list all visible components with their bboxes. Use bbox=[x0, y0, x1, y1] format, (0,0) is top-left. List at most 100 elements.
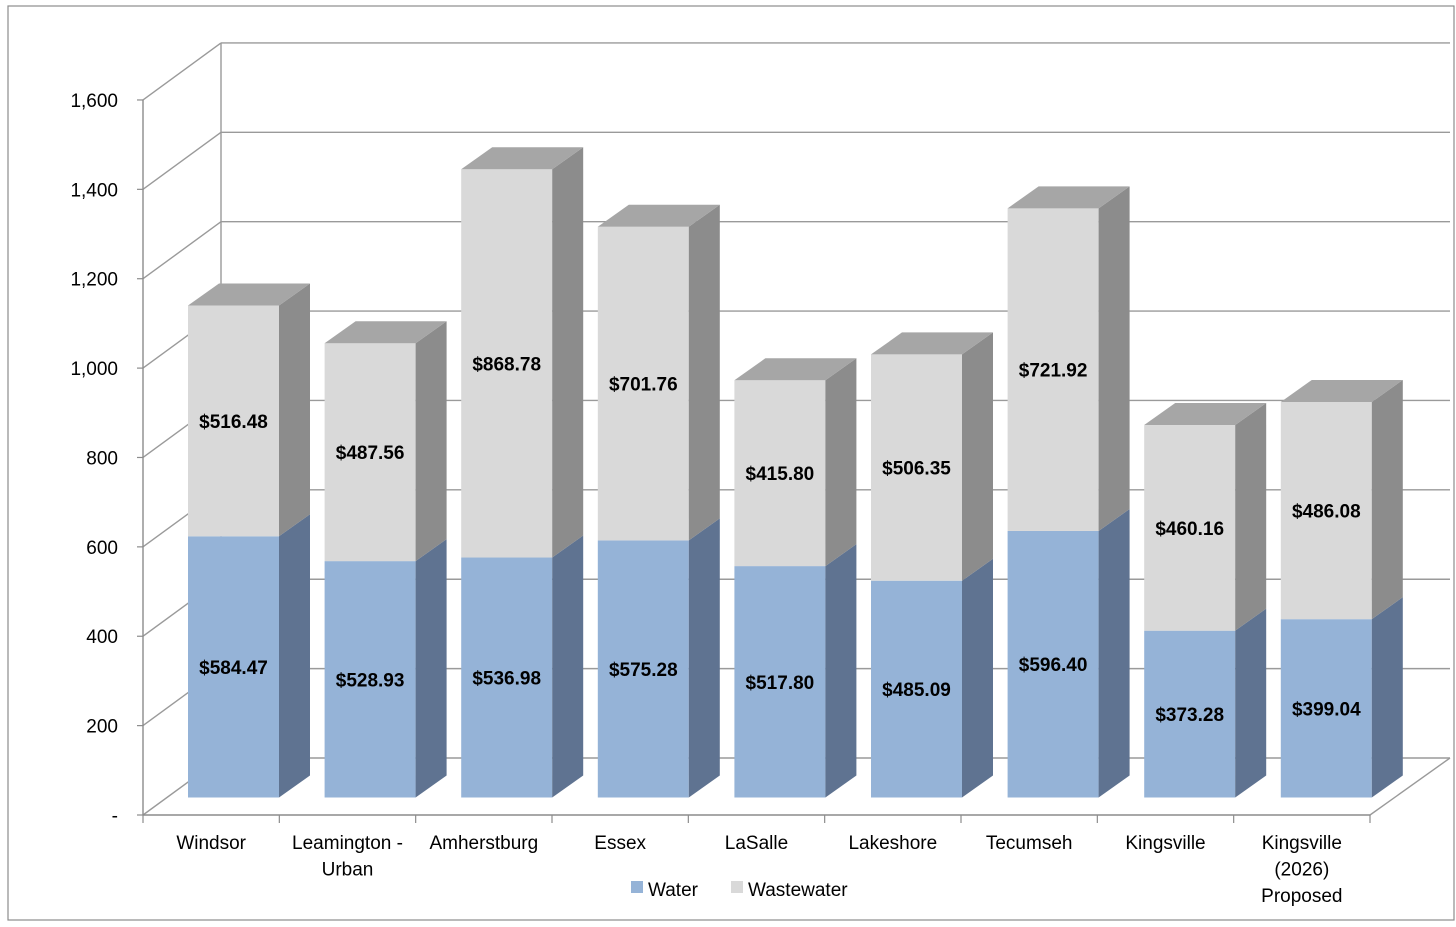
data-label-wastewater: $701.76 bbox=[609, 375, 678, 396]
bar-wastewater-side bbox=[825, 358, 857, 567]
bar-water bbox=[324, 561, 416, 798]
bar-stack: $536.98 $868.78 bbox=[461, 147, 584, 798]
data-label-wastewater: $460.16 bbox=[1155, 519, 1224, 540]
y-tick-label: 600 bbox=[86, 538, 118, 559]
bar-wastewater-side bbox=[1371, 379, 1403, 620]
bars-layer: $584.47 $516.48 $528.93 $487.56 $536.98 $868.… bbox=[188, 147, 1403, 798]
data-label-water: $517.80 bbox=[746, 673, 815, 694]
legend-swatch-wastewater bbox=[731, 881, 743, 893]
data-label-water: $575.28 bbox=[609, 660, 678, 681]
bar-water bbox=[461, 557, 553, 798]
side-wall-gridline bbox=[142, 131, 222, 190]
bar-top bbox=[461, 147, 584, 170]
data-label-water: $399.04 bbox=[1292, 699, 1361, 720]
bar-water-side bbox=[688, 518, 720, 798]
bar-water-side bbox=[1371, 597, 1403, 798]
x-tick-label: Lakeshore bbox=[848, 833, 937, 854]
bar-stack: $485.09 $506.35 bbox=[871, 332, 993, 798]
bar-wastewater-side bbox=[688, 204, 720, 541]
bar-top bbox=[597, 204, 720, 227]
x-tick-label-line: Windsor bbox=[176, 833, 246, 854]
x-tick-label: Tecumseh bbox=[986, 833, 1073, 854]
bar-stack: $517.80 $415.80 bbox=[734, 358, 857, 798]
data-label-water: $485.09 bbox=[882, 680, 951, 701]
y-tick-label: - bbox=[112, 806, 118, 827]
bar-water-side bbox=[552, 535, 584, 798]
x-tick-label-line: LaSalle bbox=[725, 833, 788, 854]
bar-water-side bbox=[825, 544, 857, 798]
bar-wastewater-side bbox=[1235, 403, 1267, 631]
data-label-water: $596.40 bbox=[1019, 655, 1088, 676]
bar-wastewater bbox=[461, 169, 553, 558]
x-tick-label: Leamington - Urban bbox=[292, 833, 403, 881]
bar-wastewater bbox=[188, 305, 279, 537]
bar-top bbox=[1280, 379, 1403, 402]
bar-water bbox=[188, 536, 279, 798]
bar-wastewater bbox=[1280, 401, 1372, 620]
data-label-water: $373.28 bbox=[1155, 705, 1224, 726]
x-tick-label-line: Urban bbox=[322, 860, 374, 881]
bar-water-side bbox=[1235, 608, 1267, 798]
data-label-wastewater: $486.08 bbox=[1292, 502, 1361, 523]
legend-label-water: Water bbox=[648, 880, 699, 901]
bar-wastewater-side bbox=[279, 283, 310, 537]
bar-wastewater bbox=[1144, 425, 1236, 631]
x-tick-label: Kingsville bbox=[1125, 833, 1205, 854]
x-tick-label: Kingsville (2026) Proposed bbox=[1261, 833, 1342, 907]
bar-stack: $399.04 $486.08 bbox=[1280, 379, 1403, 798]
data-label-water: $536.98 bbox=[472, 669, 541, 690]
bar-stack: $584.47 $516.48 bbox=[188, 283, 310, 798]
data-label-wastewater: $516.48 bbox=[199, 412, 268, 433]
bar-wastewater bbox=[871, 354, 962, 581]
bar-stack: $575.28 $701.76 bbox=[597, 204, 720, 798]
data-label-water: $528.93 bbox=[336, 670, 405, 691]
data-label-wastewater: $506.35 bbox=[882, 459, 951, 480]
x-tick-label-line: Amherstburg bbox=[429, 833, 538, 854]
bar-water bbox=[597, 540, 689, 798]
x-tick-label-line: Leamington - bbox=[292, 833, 403, 854]
legend-swatch-water bbox=[631, 881, 643, 893]
bar-water-side bbox=[962, 558, 993, 798]
legend-label-wastewater: Wastewater bbox=[748, 880, 848, 901]
y-tick-label: 1,000 bbox=[70, 359, 118, 380]
chart-border bbox=[7, 5, 1455, 921]
data-label-wastewater: $487.56 bbox=[336, 443, 405, 464]
bar-water bbox=[871, 580, 962, 798]
bar-water-side bbox=[415, 539, 447, 798]
axis-layer: - 200 400 600 800 1,000 1,200 1,400 1,600 Windsor… bbox=[70, 91, 1371, 907]
bar-top bbox=[734, 358, 857, 381]
bar-wastewater-side bbox=[1098, 186, 1130, 531]
data-label-water: $584.47 bbox=[199, 658, 268, 679]
bar-wastewater-side bbox=[552, 147, 584, 558]
bar-water bbox=[1007, 530, 1099, 798]
floor-right-edge bbox=[1369, 757, 1451, 816]
bar-wastewater-side bbox=[962, 332, 993, 581]
bar-top bbox=[324, 321, 447, 344]
bar-water-side bbox=[279, 514, 310, 798]
x-tick-label: Amherstburg bbox=[429, 833, 538, 854]
x-tick-label-line: Essex bbox=[594, 833, 646, 854]
bar-wastewater bbox=[597, 226, 689, 541]
side-wall-gridline bbox=[142, 42, 222, 101]
bar-top bbox=[1144, 403, 1267, 426]
bar-stack: $596.40 $721.92 bbox=[1007, 186, 1130, 798]
bar-wastewater-side bbox=[415, 321, 447, 562]
data-label-wastewater: $721.92 bbox=[1019, 361, 1088, 382]
x-tick-label: LaSalle bbox=[725, 833, 788, 854]
data-label-wastewater: $415.80 bbox=[746, 464, 815, 485]
bar-top bbox=[188, 283, 310, 306]
y-tick-label: 800 bbox=[86, 448, 118, 469]
x-tick-label-line: Kingsville bbox=[1125, 833, 1205, 854]
x-tick-label-line: (2026) bbox=[1274, 860, 1329, 881]
y-tick-label: 1,600 bbox=[70, 91, 118, 112]
y-tick-label: 200 bbox=[86, 717, 118, 738]
bar-top bbox=[871, 332, 993, 355]
x-tick-label: Essex bbox=[594, 833, 646, 854]
bar-water bbox=[1280, 619, 1372, 798]
x-tick-label-line: Lakeshore bbox=[848, 833, 937, 854]
y-tick-label: 1,400 bbox=[70, 180, 118, 201]
bar-water-side bbox=[1098, 508, 1130, 798]
bar-stack: $528.93 $487.56 bbox=[324, 321, 447, 798]
